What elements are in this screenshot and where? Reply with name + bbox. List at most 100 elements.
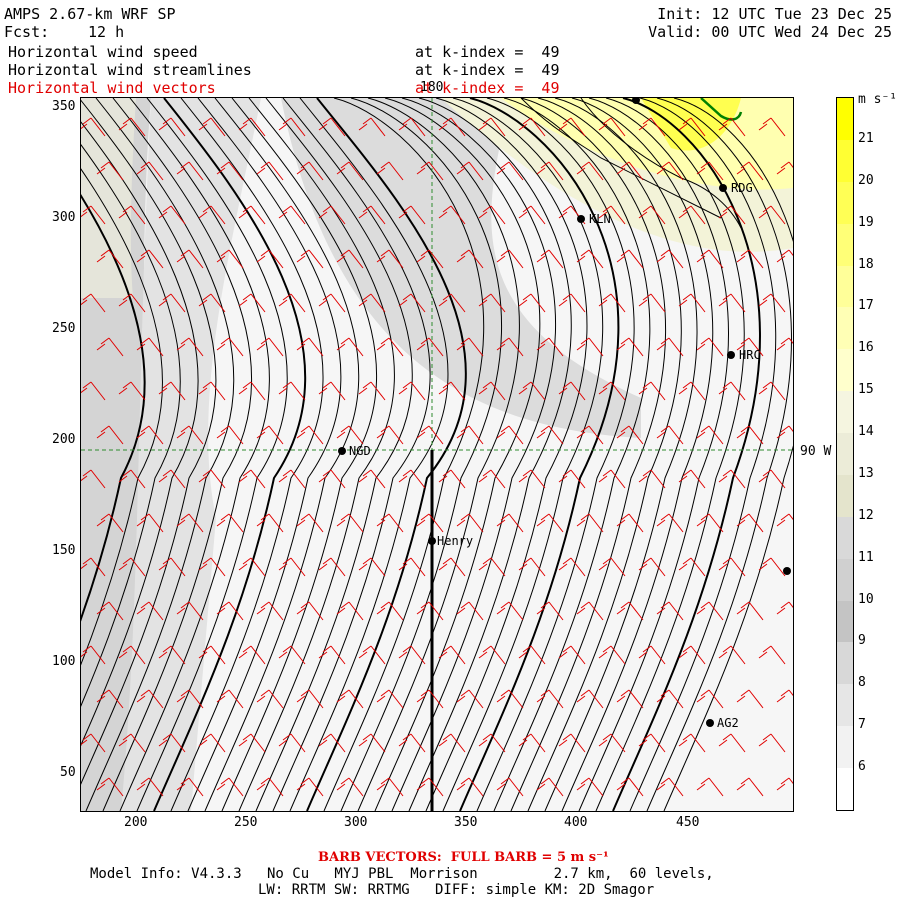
wind-barb — [198, 117, 226, 137]
streamline — [510, 98, 667, 811]
wind-barb — [176, 337, 204, 357]
streamline — [544, 98, 698, 811]
wind-barb — [416, 425, 444, 445]
wind-barb — [638, 293, 666, 313]
station-marker-top[interactable] — [632, 98, 640, 104]
wind-barb — [558, 557, 586, 577]
station-marker-rdg[interactable] — [719, 184, 727, 192]
station-marker-henry[interactable] — [428, 537, 436, 545]
wind-barb — [438, 117, 466, 137]
wind-barb — [336, 601, 364, 621]
wind-barb — [118, 293, 146, 313]
wind-barb — [278, 733, 306, 753]
wind-barb — [478, 381, 506, 401]
streamline — [629, 98, 777, 811]
wind-barb — [696, 601, 724, 621]
station-marker-ag2[interactable] — [706, 719, 714, 727]
streamline — [561, 98, 714, 811]
wind-barb — [718, 557, 746, 577]
wind-barb — [776, 425, 793, 439]
wind-barb — [518, 293, 546, 313]
wind-barb — [536, 777, 564, 797]
wind-barb — [496, 337, 524, 357]
streamline — [493, 98, 651, 811]
model-title: AMPS 2.67-km WRF SP — [4, 5, 176, 23]
wind-barb — [336, 689, 364, 709]
station-marker-hrc[interactable] — [727, 351, 735, 359]
wind-barb — [358, 381, 386, 401]
streamline — [408, 98, 572, 811]
wind-barb — [278, 645, 306, 665]
colorbar-segment — [837, 558, 853, 602]
wind-barb — [238, 205, 266, 225]
wind-barb — [176, 601, 204, 621]
wind-barb — [216, 337, 244, 357]
wind-barb — [656, 425, 684, 445]
wind-barb — [558, 733, 586, 753]
wind-barb — [736, 777, 764, 797]
init-time: Init: 12 UTC Tue 23 Dec 25 — [657, 5, 892, 23]
wind-barb — [696, 689, 724, 709]
wind-barb — [216, 249, 244, 269]
wind-barb — [478, 557, 506, 577]
wind-map-canvas — [81, 98, 793, 811]
streamline — [153, 98, 306, 811]
colorbar-segment — [837, 265, 853, 308]
station-marker-unlabeled[interactable] — [783, 567, 791, 575]
wind-barb — [118, 205, 146, 225]
wind-barb — [398, 117, 426, 137]
wind-barb — [336, 161, 364, 181]
wind-barb — [318, 293, 346, 313]
y-tick-250: 250 — [52, 321, 76, 336]
streamline — [81, 168, 163, 666]
wind-barb — [376, 601, 404, 621]
wind-barb — [198, 557, 226, 577]
wind-barb — [696, 777, 724, 797]
wind-barb — [398, 557, 426, 577]
wind-barb — [238, 557, 266, 577]
wind-barb — [576, 513, 604, 533]
streamline — [81, 121, 199, 747]
wind-barb — [198, 733, 226, 753]
wind-barb — [558, 293, 586, 313]
wind-barb — [398, 205, 426, 225]
x-tick-450: 450 — [676, 815, 700, 830]
wind-barb — [718, 645, 746, 665]
wind-barb — [518, 469, 546, 489]
wind-barb — [136, 249, 164, 269]
colorbar-segment — [837, 474, 853, 518]
physics-info: LW: RRTM SW: RRTMG DIFF: simple KM: 2D S… — [258, 882, 655, 898]
wind-barb — [416, 161, 444, 181]
wind-barb — [336, 513, 364, 533]
wind-barb — [336, 337, 364, 357]
wind-barb — [736, 161, 764, 181]
wind-barb — [558, 117, 586, 137]
wind-barb — [678, 117, 706, 137]
wind-barb — [438, 293, 466, 313]
wind-barb — [81, 293, 106, 313]
streamline — [119, 98, 270, 811]
station-marker-kln[interactable] — [577, 215, 585, 223]
wind-barb — [416, 337, 444, 357]
wind-barb — [238, 645, 266, 665]
wind-barb — [758, 205, 786, 225]
wind-barb — [616, 601, 644, 621]
x-tick-200: 200 — [124, 815, 148, 830]
wind-barb — [456, 425, 484, 445]
wind-barb — [456, 337, 484, 357]
y-tick-100: 100 — [52, 654, 76, 669]
colorbar-level-label: 12 — [858, 507, 874, 523]
station-marker-ngd[interactable] — [338, 447, 346, 455]
wind-barb — [96, 689, 124, 709]
wind-barb — [118, 557, 146, 577]
wind-barb — [638, 469, 666, 489]
wind-barb — [296, 161, 324, 181]
wind-barb — [758, 733, 786, 753]
wind-barb — [81, 117, 106, 137]
wind-barb — [81, 469, 106, 489]
wind-barb — [136, 601, 164, 621]
wind-barb — [638, 733, 666, 753]
wind-barb — [558, 645, 586, 665]
wind-barb — [736, 425, 764, 445]
wind-barb — [176, 425, 204, 445]
